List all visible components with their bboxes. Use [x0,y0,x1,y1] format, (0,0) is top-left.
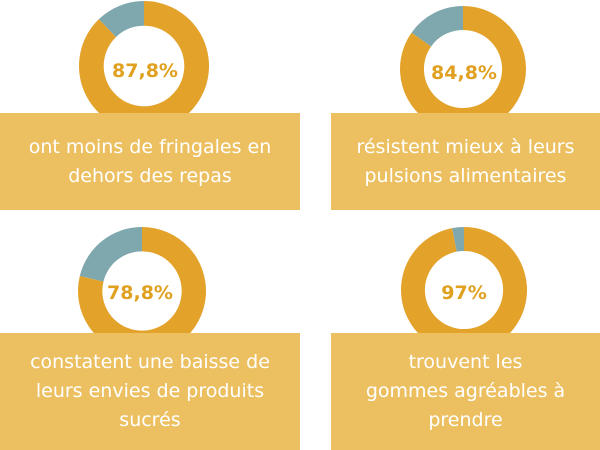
donut-percentage-2: 84,8% [431,62,497,84]
donut-percentage-3: 78,8% [107,282,173,304]
caption-text-4: trouvent les gommes agréables à prendre [365,351,566,431]
caption-box-3: constatent une baisse de leurs envies de… [0,333,300,450]
caption-text-2: résistent mieux à leurs pulsions aliment… [356,135,575,187]
donut-segment-main-3 [77,227,207,355]
caption-box-1: ont moins de fringales en dehors des rep… [0,113,300,210]
donut-percentage-1: 87,8% [112,60,178,82]
donut-segment-main-4 [401,227,527,353]
caption-text-3: constatent une baisse de leurs envies de… [30,351,270,431]
donut-segment-rest-3 [79,227,142,282]
caption-box-2: résistent mieux à leurs pulsions aliment… [331,113,600,210]
donut-segment-main-2 [400,6,526,132]
donut-segment-main-1 [78,1,209,131]
donut-percentage-4: 97% [441,282,487,304]
donut-chart-3 [77,227,207,355]
donut-segment-rest-4 [452,227,464,252]
caption-text-1: ont moins de fringales en dehors des rep… [28,135,272,187]
donut-chart-1 [78,1,209,131]
donut-chart-2 [400,6,526,132]
donut-segment-rest-1 [98,1,144,37]
donut-chart-4 [401,227,527,353]
caption-box-4: trouvent les gommes agréables à prendre [331,333,600,450]
donut-segment-rest-2 [411,6,463,47]
